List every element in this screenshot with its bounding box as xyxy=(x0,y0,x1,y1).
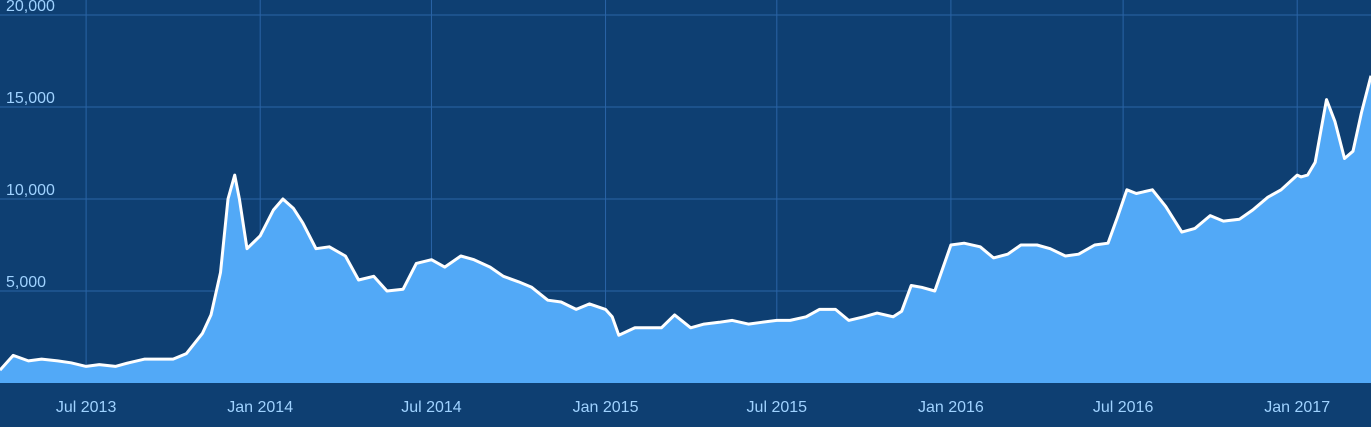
x-tick-label: Jul 2013 xyxy=(56,399,117,416)
x-axis-ticks: Jul 2013 Jan 2014 Jul 2014 Jan 2015 Jul 2015… xyxy=(56,399,1330,416)
series-area-fill xyxy=(0,75,1371,383)
y-tick-label: 15,000 xyxy=(6,90,55,107)
x-tick-label: Jan 2016 xyxy=(918,399,984,416)
x-tick-label: Jan 2015 xyxy=(573,399,639,416)
y-tick-label: 5,000 xyxy=(6,274,46,291)
x-tick-label: Jul 2016 xyxy=(1093,399,1154,416)
x-tick-label: Jul 2015 xyxy=(747,399,808,416)
x-tick-label: Jul 2014 xyxy=(401,399,462,416)
series-line xyxy=(0,75,1371,372)
x-tick-label: Jan 2017 xyxy=(1264,399,1330,416)
y-tick-label: 20,000 xyxy=(6,0,55,15)
y-axis-ticks: 5,000 10,000 15,000 20,000 xyxy=(6,0,55,291)
x-tick-label: Jan 2014 xyxy=(227,399,293,416)
y-tick-label: 10,000 xyxy=(6,182,55,199)
